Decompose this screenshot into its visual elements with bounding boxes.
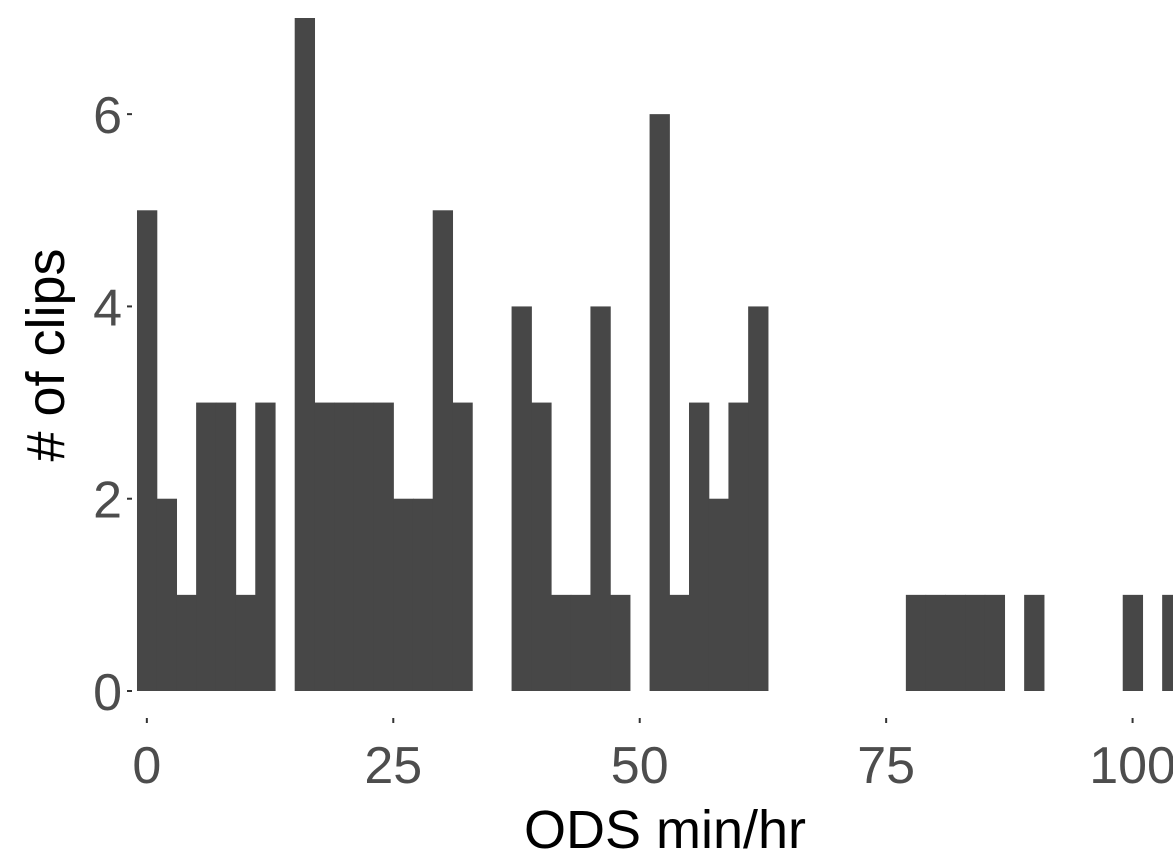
histogram-bar xyxy=(432,210,454,692)
histogram-bar xyxy=(531,402,552,691)
histogram-bar xyxy=(590,306,611,691)
histogram-bar xyxy=(1122,594,1144,691)
histogram-bar xyxy=(551,594,572,691)
histogram-bar xyxy=(905,594,927,691)
x-tick-label: 25 xyxy=(364,737,422,795)
histogram-bar xyxy=(412,498,434,691)
histogram-bar xyxy=(728,402,749,691)
histogram-bars xyxy=(136,18,1173,692)
histogram-bar xyxy=(511,306,532,691)
x-tick-label: 75 xyxy=(857,737,915,795)
histogram-bar xyxy=(669,594,690,691)
histogram-bar xyxy=(196,402,217,691)
histogram-bar xyxy=(314,402,335,691)
histogram-bar xyxy=(136,210,158,692)
histogram-bar xyxy=(294,18,316,691)
histogram-bar xyxy=(689,402,710,691)
x-tick-label: 100 xyxy=(1089,737,1173,795)
y-tick-label: 2 xyxy=(93,472,122,530)
histogram-bar xyxy=(373,402,394,691)
y-tick-label: 0 xyxy=(93,664,122,722)
histogram-bar xyxy=(984,594,1006,691)
histogram-bar xyxy=(176,594,197,691)
histogram-bar xyxy=(1162,594,1173,691)
histogram-bar xyxy=(610,594,631,691)
histogram-bar xyxy=(393,498,414,691)
histogram-bar xyxy=(748,306,769,691)
y-axis: 0 2 4 6 xyxy=(93,87,132,722)
y-tick-label: 6 xyxy=(93,87,122,145)
histogram-bar xyxy=(353,402,375,691)
histogram-bar xyxy=(649,114,670,691)
histogram-bar xyxy=(235,594,256,691)
histogram-bar xyxy=(1024,594,1045,691)
x-axis-title: ODS min/hr xyxy=(524,800,806,860)
x-axis: 0 25 50 75 100 xyxy=(132,718,1173,795)
histogram-bar xyxy=(156,498,178,691)
histogram-bar xyxy=(570,594,592,691)
histogram-bar xyxy=(965,594,986,691)
y-axis-title: # of clips xyxy=(16,248,76,461)
histogram-bar xyxy=(215,402,237,691)
x-tick-label: 0 xyxy=(132,737,161,795)
histogram-bar xyxy=(255,402,276,691)
histogram-bar xyxy=(708,498,730,691)
histogram-bar xyxy=(925,594,946,691)
histogram-bar xyxy=(452,402,473,691)
x-tick-label: 50 xyxy=(611,737,669,795)
histogram-bar xyxy=(334,402,355,691)
histogram-bar xyxy=(945,594,966,691)
y-tick-label: 4 xyxy=(93,279,122,337)
